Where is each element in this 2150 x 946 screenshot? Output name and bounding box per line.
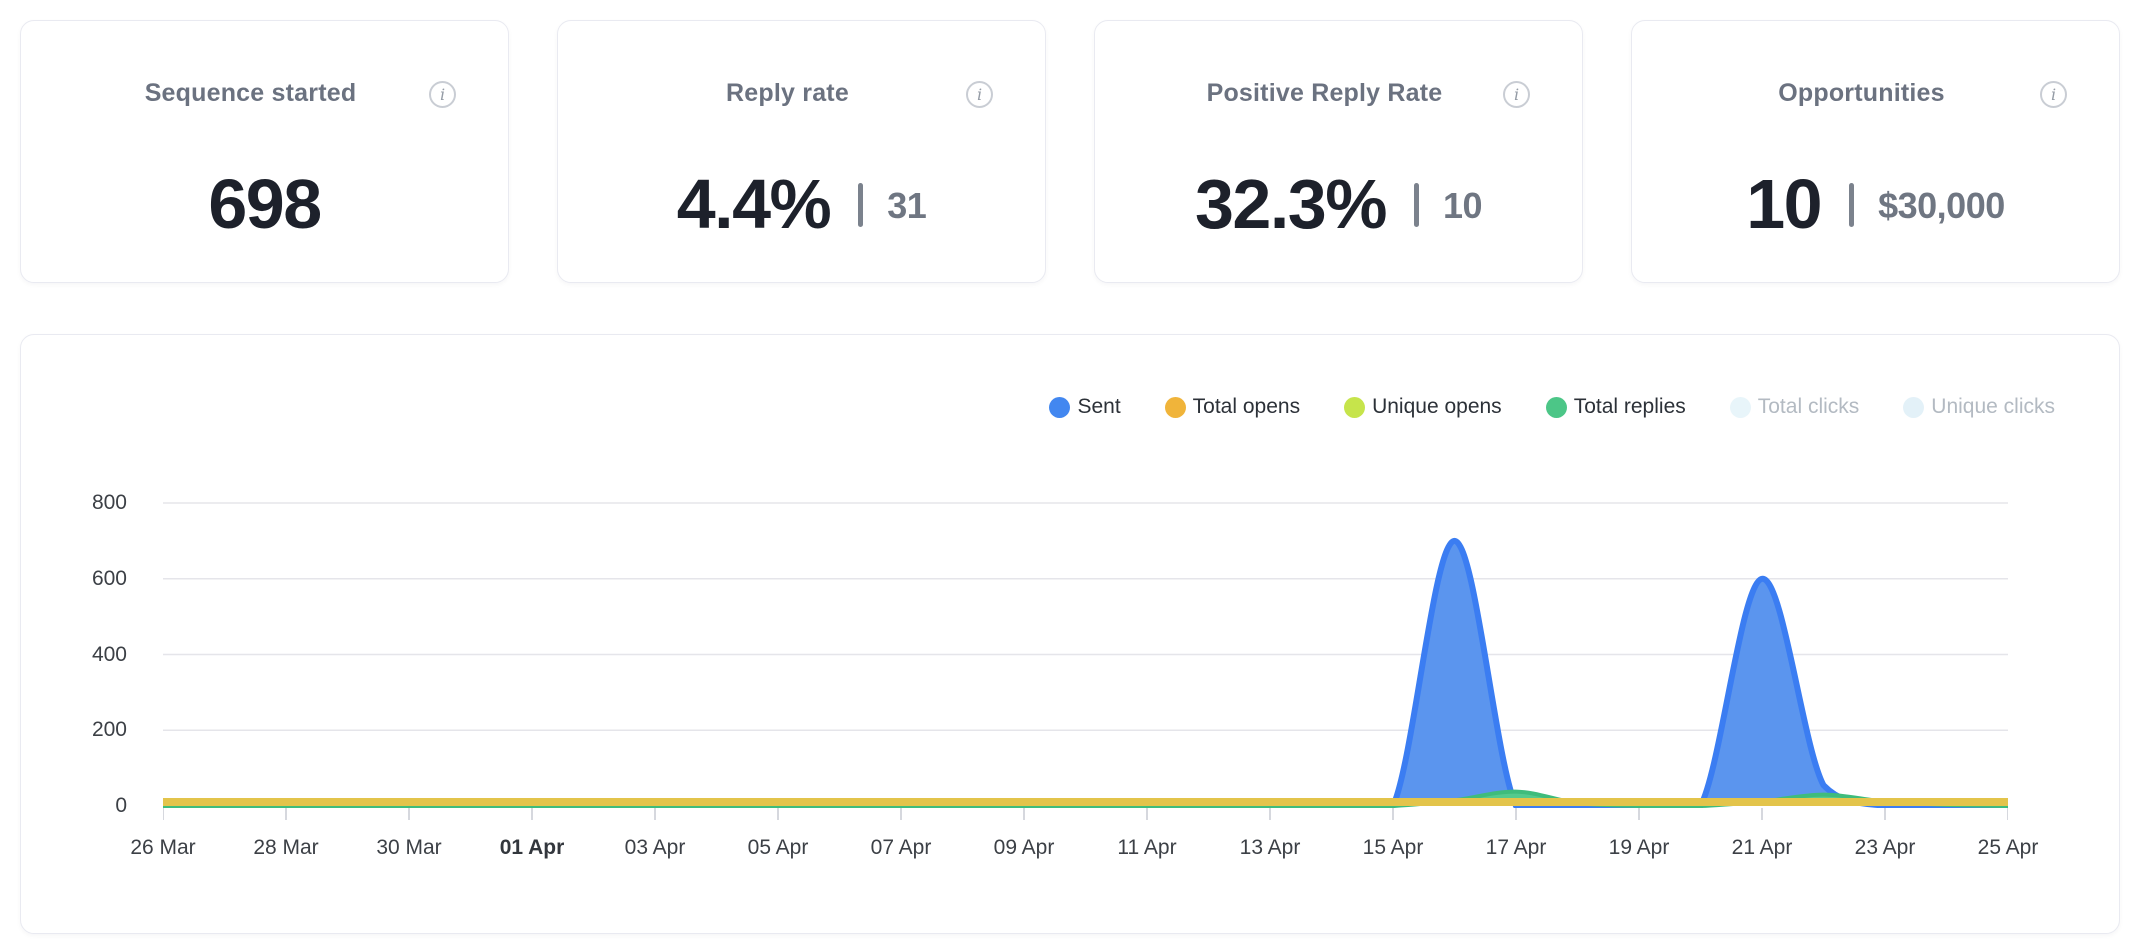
info-icon[interactable]: i [1503, 81, 1530, 108]
stat-secondary-value: 31 [887, 185, 927, 226]
legend-label: Total clicks [1757, 395, 1860, 418]
stat-secondary-value: $30,000 [1878, 185, 2005, 226]
stat-card-opportunities: Opportunities i 10 $30,000 [1631, 20, 2120, 283]
stat-value-row: 698 [21, 167, 508, 241]
stat-secondary-value: 10 [1442, 185, 1483, 226]
legend-dot-icon [1164, 396, 1186, 418]
activity-chart-card: Sent Total opens Unique opens Total replies… [20, 334, 2120, 934]
x-axis-label: 26 Mar [130, 836, 196, 859]
info-icon[interactable]: i [429, 81, 456, 108]
info-icon[interactable]: i [966, 81, 993, 108]
x-axis-label: 07 Apr [870, 836, 932, 859]
legend-label: Total replies [1573, 395, 1686, 418]
value-divider [858, 183, 864, 227]
chart-legend: Sent Total opens Unique opens Total replies… [1049, 393, 2055, 421]
value-divider [1413, 183, 1419, 227]
x-axis-label: 03 Apr [624, 836, 686, 859]
stat-card-positive-reply-rate: Positive Reply Rate i 32.3% 10 [1094, 20, 1583, 283]
x-axis-label: 01 Apr [499, 836, 565, 859]
legend-dot-icon [1545, 396, 1567, 418]
y-axis-label: 200 [91, 718, 127, 742]
stat-card-reply-rate: Reply rate i 4.4% 31 [557, 20, 1046, 283]
stat-value: 4.4% [676, 165, 832, 243]
stat-value-row: 32.3% 10 [1095, 167, 1582, 241]
legend-label: Total opens [1192, 395, 1301, 418]
legend-label: Unique clicks [1931, 395, 2055, 418]
x-axis-label: 23 Apr [1854, 836, 1916, 859]
info-icon[interactable]: i [2040, 81, 2067, 108]
legend-item-unique-opens[interactable]: Unique opens [1344, 393, 1502, 421]
legend-dot-icon [1903, 396, 1925, 418]
x-axis-label: 30 Mar [376, 836, 442, 859]
legend-dot-icon [1344, 396, 1366, 418]
legend-label: Unique opens [1372, 395, 1502, 418]
legend-dot-icon [1049, 396, 1071, 418]
y-axis-label: 600 [91, 566, 127, 590]
x-axis-label: 17 Apr [1485, 836, 1547, 859]
stat-title: Sequence started [144, 79, 357, 107]
stat-title: Positive Reply Rate [1206, 79, 1443, 107]
stat-title: Opportunities [1778, 79, 1945, 107]
x-axis-label: 09 Apr [993, 836, 1055, 859]
legend-item-sent[interactable]: Sent [1049, 393, 1121, 421]
legend-item-unique-clicks[interactable]: Unique clicks [1903, 393, 2055, 421]
stats-row: Sequence started i 698 Reply rate i 4.4%… [20, 20, 2120, 283]
x-axis-label: 11 Apr [1117, 836, 1177, 859]
x-axis-label: 21 Apr [1731, 836, 1793, 859]
x-axis-label: 25 Apr [1977, 836, 2039, 859]
stat-card-sequence-started: Sequence started i 698 [20, 20, 509, 283]
legend-label: Sent [1077, 395, 1121, 418]
x-axis-label: 13 Apr [1239, 836, 1301, 859]
stat-value: 10 [1746, 165, 1822, 243]
x-axis-label: 19 Apr [1608, 836, 1670, 859]
legend-item-total-opens[interactable]: Total opens [1164, 393, 1301, 421]
legend-item-total-clicks[interactable]: Total clicks [1729, 393, 1860, 421]
y-axis-label: 0 [115, 794, 127, 817]
y-axis-label: 800 [91, 491, 127, 514]
stat-value: 698 [208, 165, 322, 243]
stat-value: 32.3% [1194, 165, 1387, 243]
stat-title: Reply rate [726, 79, 849, 107]
legend-item-total-replies[interactable]: Total replies [1545, 393, 1686, 421]
x-axis-label: 28 Mar [253, 836, 319, 859]
x-axis-label: 15 Apr [1362, 836, 1424, 859]
legend-dot-icon [1729, 396, 1751, 418]
y-axis-label: 400 [91, 642, 127, 666]
x-axis-label: 05 Apr [747, 836, 809, 859]
value-divider [1849, 183, 1855, 227]
stat-value-row: 10 $30,000 [1632, 167, 2119, 241]
area-chart-plot [163, 502, 2008, 820]
stat-value-row: 4.4% 31 [558, 167, 1045, 241]
